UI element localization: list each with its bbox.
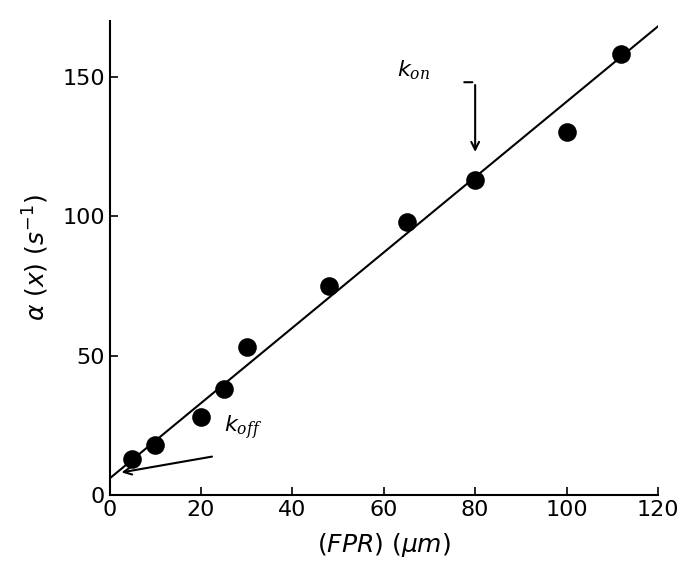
Point: [241, 343, 252, 352]
Point: [127, 454, 138, 463]
Point: [616, 50, 627, 59]
Point: [401, 217, 412, 226]
Text: $k_{\mathregular{off}}$: $k_{\mathregular{off}}$: [224, 414, 262, 442]
Y-axis label: $\alpha$ $(x)$ $(s^{-1})$: $\alpha$ $(x)$ $(s^{-1})$: [21, 195, 51, 321]
Point: [470, 175, 481, 184]
Point: [195, 412, 206, 422]
X-axis label: $(FPR)$ $(\mu m)$: $(FPR)$ $(\mu m)$: [317, 531, 451, 559]
Point: [561, 128, 572, 137]
Point: [323, 281, 335, 291]
Point: [218, 385, 230, 394]
Text: $k_{\mathregular{on}}$: $k_{\mathregular{on}}$: [398, 59, 430, 82]
Point: [150, 440, 161, 450]
